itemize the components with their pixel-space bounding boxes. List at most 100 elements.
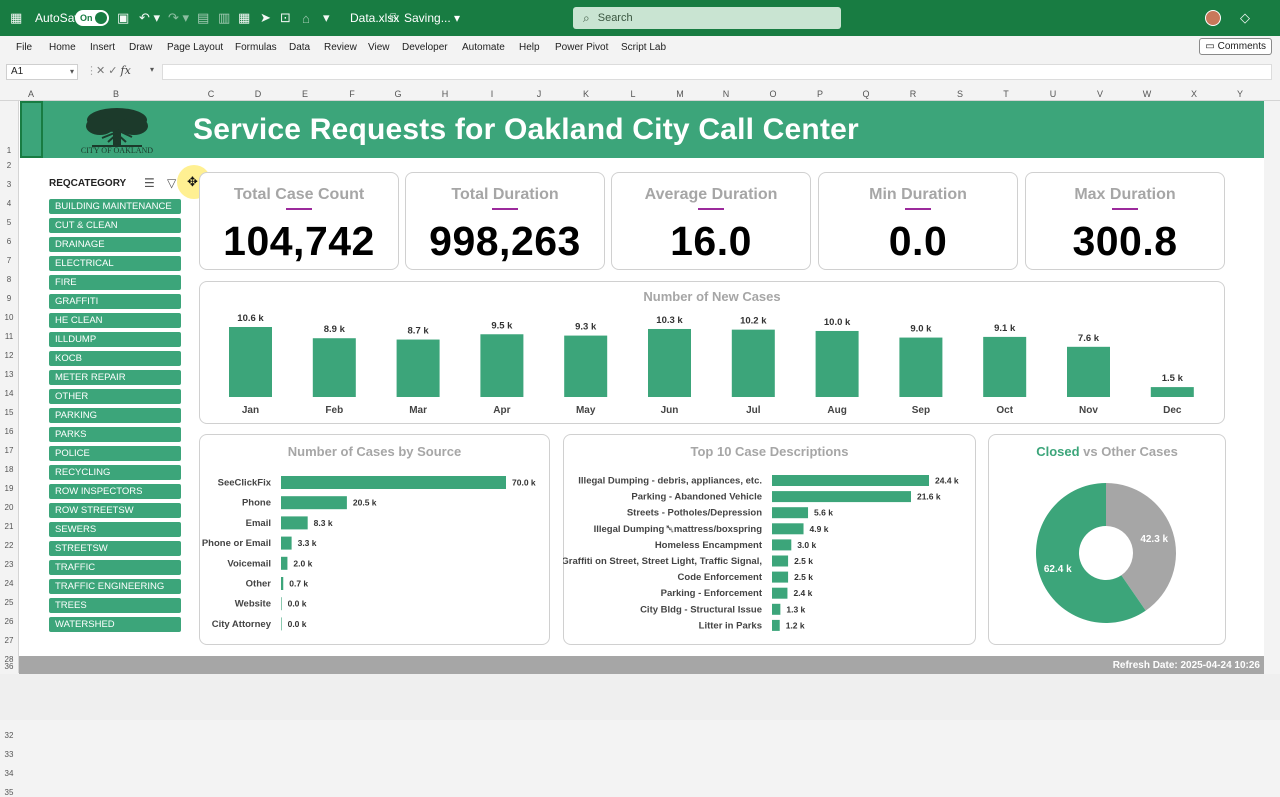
frame-icon[interactable]: ⊡ — [280, 10, 291, 25]
tab-draw[interactable]: Draw — [129, 41, 153, 53]
column-header-d[interactable]: D — [254, 89, 262, 99]
column-header-c[interactable]: C — [207, 89, 215, 99]
grid-icon[interactable]: ▦ — [238, 10, 251, 25]
row-header-1[interactable]: 1 — [6, 146, 12, 155]
row-header-25[interactable]: 25 — [4, 598, 14, 607]
column-header-u[interactable]: U — [1049, 89, 1057, 99]
row-header-6[interactable]: 6 — [6, 237, 12, 246]
row-header-4[interactable]: 4 — [6, 199, 12, 208]
column-header-s[interactable]: S — [956, 89, 964, 99]
row-header-24[interactable]: 24 — [4, 579, 14, 588]
tab-data[interactable]: Data — [289, 41, 311, 53]
slicer-item[interactable]: GRAFFITI — [49, 294, 181, 309]
slicer-item[interactable]: SEWERS — [49, 522, 181, 537]
tab-automate[interactable]: Automate — [462, 41, 505, 53]
column-header-n[interactable]: N — [722, 89, 730, 99]
column-header-t[interactable]: T — [1003, 89, 1009, 99]
slicer-item[interactable]: PARKING — [49, 408, 181, 423]
slicer-item[interactable]: METER REPAIR — [49, 370, 181, 385]
brush-icon[interactable]: ⌂ — [302, 10, 310, 26]
column-header-b[interactable]: B — [112, 89, 120, 99]
row-header-27[interactable]: 27 — [4, 636, 14, 645]
excel-app-icon[interactable]: ▦ — [10, 10, 23, 25]
select-icon[interactable]: ➤ — [260, 10, 271, 25]
slicer-item[interactable]: ROW STREETSW — [49, 503, 181, 518]
row-header-23[interactable]: 23 — [4, 560, 14, 569]
tab-developer[interactable]: Developer — [402, 41, 448, 53]
row-header-9[interactable]: 9 — [6, 294, 12, 303]
column-header-m[interactable]: M — [676, 89, 684, 99]
tab-help[interactable]: Help — [519, 41, 540, 53]
slicer-item[interactable]: TRAFFIC ENGINEERING — [49, 579, 181, 594]
table-icon[interactable]: ▥ — [218, 10, 231, 25]
tab-power-pivot[interactable]: Power Pivot — [555, 41, 609, 53]
column-header-h[interactable]: H — [441, 89, 449, 99]
tab-file[interactable]: File — [16, 41, 33, 53]
more-icon[interactable]: ⋮ — [86, 65, 97, 77]
slicer-item[interactable]: STREETSW — [49, 541, 181, 556]
column-header-w[interactable]: W — [1142, 89, 1152, 99]
column-header-f[interactable]: F — [349, 89, 355, 99]
row-header-10[interactable]: 10 — [4, 313, 14, 322]
row-header-3[interactable]: 3 — [6, 180, 12, 189]
formula-input[interactable] — [162, 64, 1272, 80]
tab-review[interactable]: Review — [324, 41, 357, 53]
column-header-r[interactable]: R — [909, 89, 917, 99]
save-status[interactable]: Saving... ▾ — [404, 11, 461, 25]
tab-page-layout[interactable]: Page Layout — [167, 41, 224, 53]
column-header-i[interactable]: I — [490, 89, 494, 99]
slicer-item[interactable]: ILLDUMP — [49, 332, 181, 347]
slicer-item[interactable]: ELECTRICAL — [49, 256, 181, 271]
column-header-j[interactable]: J — [536, 89, 542, 99]
slicer-item[interactable]: OTHER — [49, 389, 181, 404]
search-box[interactable]: ⌕ Search — [573, 7, 841, 29]
new-cases-chart-panel[interactable] — [199, 281, 1225, 424]
column-header-y[interactable]: Y — [1236, 89, 1244, 99]
slicer-item[interactable]: POLICE — [49, 446, 181, 461]
slicer-item[interactable]: DRAINAGE — [49, 237, 181, 252]
row-header-18[interactable]: 18 — [4, 465, 14, 474]
row-header-8[interactable]: 8 — [6, 275, 12, 284]
top10-chart-panel[interactable] — [563, 434, 976, 645]
column-header-a[interactable]: A — [27, 89, 35, 99]
form-icon[interactable]: ▤ — [197, 10, 210, 25]
slicer-item[interactable]: KOCB — [49, 351, 181, 366]
tab-script-lab[interactable]: Script Lab — [621, 41, 667, 53]
row-header-33[interactable]: 33 — [4, 750, 14, 759]
row-header-14[interactable]: 14 — [4, 389, 14, 398]
name-box[interactable]: A1 ▾ — [6, 64, 78, 80]
comments-button[interactable]: ▭ Comments — [1199, 38, 1272, 55]
tab-insert[interactable]: Insert — [90, 41, 116, 53]
autosave-toggle[interactable]: On — [75, 0, 109, 36]
file-name[interactable]: Data.xlsx — [350, 11, 400, 25]
row-header-20[interactable]: 20 — [4, 503, 14, 512]
undo-icon[interactable]: ↶ ▾ — [139, 10, 161, 25]
column-header-q[interactable]: Q — [862, 89, 870, 99]
tab-view[interactable]: View — [368, 41, 390, 53]
row-header-2[interactable]: 2 — [6, 161, 12, 170]
row-header-22[interactable]: 22 — [4, 541, 14, 550]
slicer-item[interactable]: CUT & CLEAN — [49, 218, 181, 233]
row-header-36[interactable]: 36 — [4, 662, 14, 671]
avatar[interactable] — [1205, 0, 1221, 36]
row-header-32[interactable]: 32 — [4, 731, 14, 740]
column-header-v[interactable]: V — [1096, 89, 1104, 99]
row-header-13[interactable]: 13 — [4, 370, 14, 379]
multi-select-icon[interactable]: ☰ — [144, 176, 155, 190]
formula-controls[interactable]: ✕ ✓ fx — [96, 64, 131, 77]
row-header-21[interactable]: 21 — [4, 522, 14, 531]
row-header-7[interactable]: 7 — [6, 256, 12, 265]
source-chart-panel[interactable] — [199, 434, 550, 645]
slicer-item[interactable]: HE CLEAN — [49, 313, 181, 328]
row-header-17[interactable]: 17 — [4, 446, 14, 455]
redo-icon[interactable]: ↷ ▾ — [168, 10, 190, 25]
row-header-16[interactable]: 16 — [4, 427, 14, 436]
clear-filter-icon[interactable]: ▽ — [167, 176, 177, 190]
slicer-item[interactable]: ROW INSPECTORS — [49, 484, 181, 499]
column-header-p[interactable]: P — [816, 89, 824, 99]
save-icon[interactable]: ▣ — [117, 10, 130, 25]
row-header-12[interactable]: 12 — [4, 351, 14, 360]
row-header-11[interactable]: 11 — [4, 332, 14, 341]
slicer-item[interactable]: BUILDING MAINTENANCE — [49, 199, 181, 214]
slicer-item[interactable]: TRAFFIC — [49, 560, 181, 575]
